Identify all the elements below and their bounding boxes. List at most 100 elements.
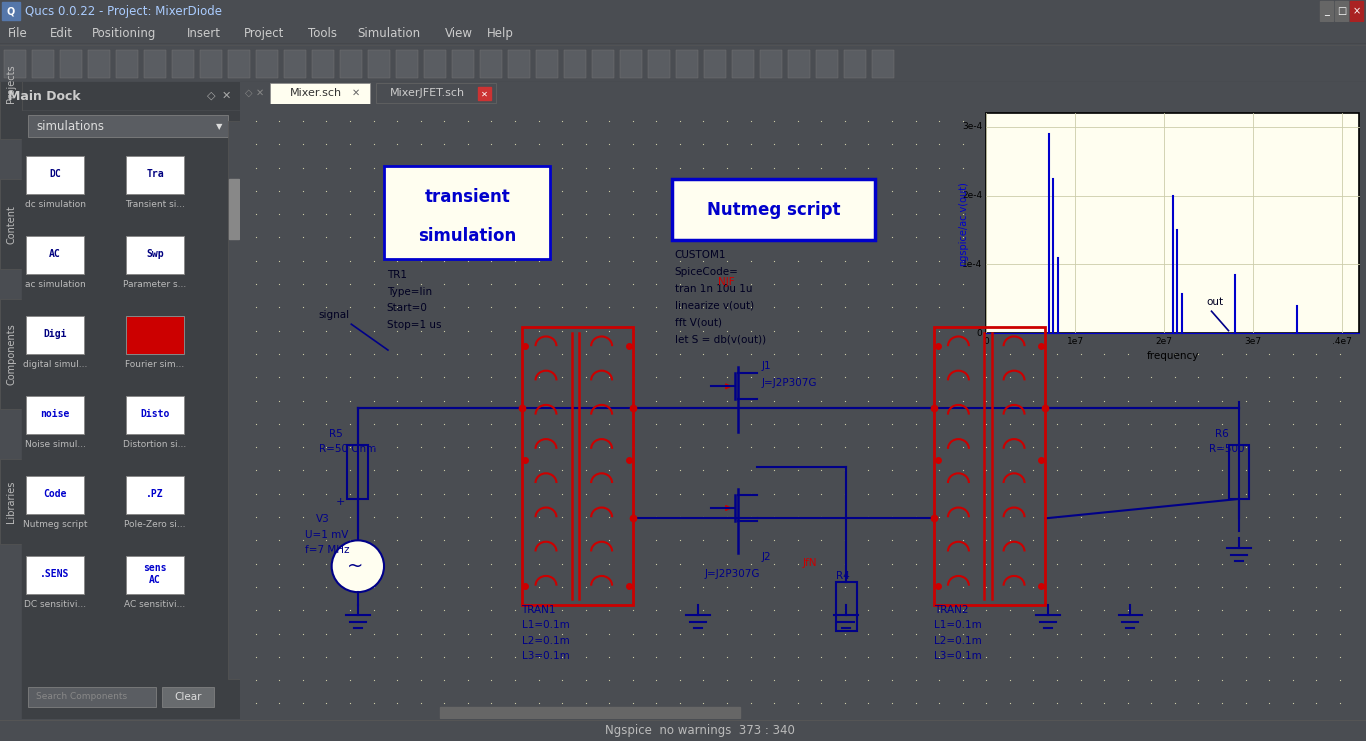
- Point: [952, 441, 974, 453]
- Point: [645, 651, 667, 662]
- Point: [268, 697, 290, 709]
- Point: [575, 418, 597, 430]
- Point: [362, 511, 384, 523]
- Point: [1093, 371, 1115, 383]
- Point: [387, 278, 408, 290]
- Point: [645, 348, 667, 360]
- Bar: [836, 582, 856, 631]
- Point: [316, 115, 337, 127]
- Point: [645, 278, 667, 290]
- Point: [575, 185, 597, 197]
- Bar: [26, 396, 83, 434]
- Point: [1306, 674, 1328, 686]
- Point: [575, 465, 597, 476]
- Point: [504, 208, 526, 220]
- Point: [527, 418, 549, 430]
- Point: [904, 465, 926, 476]
- Text: Swp: Swp: [146, 249, 164, 259]
- Point: [904, 581, 926, 593]
- Point: [481, 231, 503, 243]
- Point: [410, 697, 432, 709]
- Point: [1093, 465, 1115, 476]
- Point: [1023, 558, 1045, 570]
- Point: [622, 371, 643, 383]
- Point: [1187, 651, 1209, 662]
- Point: [292, 115, 314, 127]
- Point: [810, 231, 832, 243]
- Point: [645, 208, 667, 220]
- Point: [504, 651, 526, 662]
- Point: [1023, 465, 1045, 476]
- Point: [433, 255, 455, 267]
- Point: [316, 534, 337, 546]
- Point: [456, 162, 478, 173]
- Point: [504, 534, 526, 546]
- Point: [810, 162, 832, 173]
- Point: [292, 302, 314, 313]
- Point: [1281, 465, 1303, 476]
- Point: [1281, 231, 1303, 243]
- Text: let S = db(v(out)): let S = db(v(out)): [675, 334, 766, 345]
- Point: [952, 488, 974, 499]
- Text: simulations: simulations: [36, 119, 104, 133]
- Text: transient: transient: [425, 188, 510, 206]
- Point: [835, 162, 856, 173]
- Point: [1212, 395, 1233, 407]
- Point: [904, 697, 926, 709]
- Point: [410, 255, 432, 267]
- Point: [764, 348, 785, 360]
- Point: [1281, 418, 1303, 430]
- Point: [456, 302, 478, 313]
- Bar: [423, 50, 447, 78]
- Text: Transient si...: Transient si...: [126, 200, 184, 209]
- Point: [1070, 628, 1091, 639]
- Bar: [0, 179, 22, 269]
- Point: [952, 511, 974, 523]
- Point: [1281, 162, 1303, 173]
- Point: [1306, 581, 1328, 593]
- Text: .4e7: .4e7: [1332, 337, 1351, 346]
- Text: 1e-4: 1e-4: [962, 260, 982, 269]
- Point: [645, 302, 667, 313]
- Point: [975, 697, 997, 709]
- Point: [550, 231, 572, 243]
- Point: [693, 162, 714, 173]
- Point: [999, 628, 1020, 639]
- Point: [481, 255, 503, 267]
- Point: [245, 674, 266, 686]
- Text: Insert: Insert: [187, 27, 220, 39]
- Point: [1164, 325, 1186, 336]
- Point: [481, 605, 503, 617]
- Bar: [60, 50, 82, 78]
- Point: [550, 395, 572, 407]
- Point: [433, 115, 455, 127]
- Point: [1164, 371, 1186, 383]
- Point: [1093, 278, 1115, 290]
- Text: J=J2P307G: J=J2P307G: [761, 379, 817, 388]
- Point: [1117, 651, 1139, 662]
- Point: [504, 558, 526, 570]
- Point: [999, 115, 1020, 127]
- Point: [810, 605, 832, 617]
- Point: [669, 208, 691, 220]
- Point: [292, 371, 314, 383]
- Point: [740, 581, 762, 593]
- Point: [764, 255, 785, 267]
- Point: [1164, 441, 1186, 453]
- Point: [929, 581, 951, 593]
- Point: [1306, 162, 1328, 173]
- Bar: [759, 50, 781, 78]
- Point: [952, 139, 974, 150]
- Point: [810, 278, 832, 290]
- Text: R5: R5: [329, 429, 343, 439]
- Point: [669, 581, 691, 593]
- Point: [975, 441, 997, 453]
- Point: [1306, 441, 1328, 453]
- Point: [339, 371, 361, 383]
- Point: [527, 534, 549, 546]
- Point: [527, 558, 549, 570]
- Point: [504, 395, 526, 407]
- Text: 0: 0: [984, 337, 989, 346]
- Point: [339, 255, 361, 267]
- Text: J1: J1: [761, 362, 770, 371]
